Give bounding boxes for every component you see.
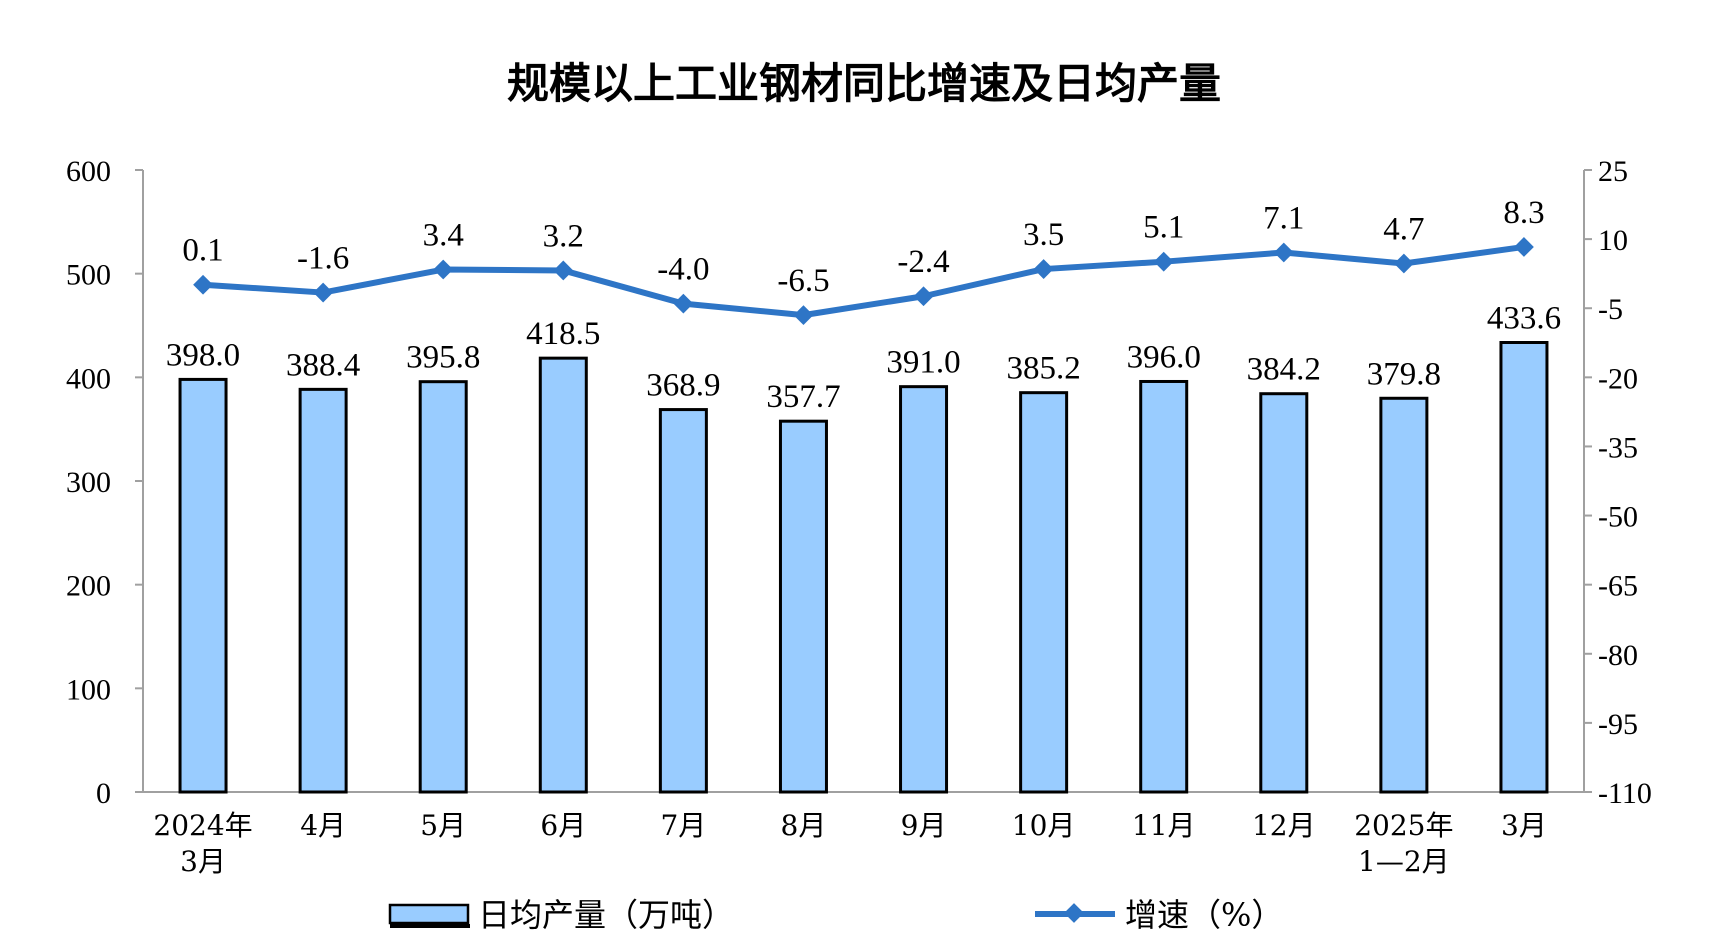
right-tick-label: -35	[1598, 431, 1638, 464]
right-tick-label: 25	[1598, 155, 1628, 188]
bar-value-label: 391.0	[886, 345, 960, 381]
legend-bar-swatch	[388, 903, 470, 925]
category-label: 1—2月	[1358, 845, 1450, 878]
line-point	[1514, 237, 1534, 257]
line-series	[193, 237, 1534, 326]
bar	[298, 387, 348, 794]
line-point	[1273, 242, 1294, 263]
category-label: 3月	[180, 845, 226, 878]
line-point	[1153, 251, 1174, 272]
left-tick-label: 0	[96, 777, 111, 810]
axes: 0 100 200 300 400 500 600 -110 -95 -80 -65 -50 -35 -2…	[66, 155, 1652, 810]
bar-value-label: 396.0	[1127, 339, 1201, 375]
bar-labels: 398.0 388.4 395.8 418.5 368.9 357.7 391.0 385.2…	[166, 301, 1561, 416]
bar	[1019, 391, 1069, 794]
line-value-label: 0.1	[182, 233, 223, 269]
category-label: 3月	[1501, 809, 1547, 842]
category-label: 11月	[1132, 809, 1196, 842]
bar	[899, 385, 949, 794]
bar-value-label: 433.6	[1487, 301, 1561, 337]
bar	[1379, 396, 1429, 794]
line-labels: 0.1 -1.6 3.4 3.2 -4.0 -6.5 -2.4 3.5 5.1 7.1 4.7 8.3	[182, 195, 1544, 299]
bar	[1499, 341, 1549, 794]
right-tick-label: -80	[1598, 639, 1638, 672]
line-value-label: -1.6	[297, 241, 349, 277]
bar	[178, 377, 228, 794]
category-label: 5月	[420, 809, 466, 842]
category-label: 9月	[901, 809, 947, 842]
left-tick-label: 600	[66, 155, 111, 188]
left-tick-label: 200	[66, 570, 111, 603]
legend: 日均产量（万吨） 增速（%）	[388, 896, 1283, 934]
bar	[418, 380, 468, 794]
bar	[778, 419, 828, 794]
line-value-label: 7.1	[1263, 200, 1304, 236]
right-tick-label: -5	[1598, 293, 1623, 326]
line-point	[673, 293, 694, 314]
left-tick-label: 100	[66, 673, 111, 706]
bar-value-label: 385.2	[1007, 351, 1081, 387]
line-value-label: 5.1	[1143, 210, 1184, 246]
category-label: 8月	[781, 809, 827, 842]
bar-value-label: 418.5	[526, 316, 600, 352]
line-point	[793, 305, 814, 326]
left-tick-label: 500	[66, 259, 111, 292]
right-tick-label: -95	[1598, 708, 1638, 741]
category-label: 10月	[1012, 809, 1076, 842]
line-value-label: -2.4	[897, 244, 949, 280]
line-point	[193, 274, 213, 295]
legend-line-marker	[1064, 903, 1084, 923]
line-value-label: 8.3	[1503, 195, 1544, 231]
category-label: 2024年	[153, 809, 252, 842]
growth-line	[202, 243, 1525, 319]
left-tick-label: 400	[66, 362, 111, 395]
bar-value-label: 357.7	[766, 379, 840, 415]
line-value-label: -4.0	[657, 252, 709, 288]
left-tick-label: 300	[66, 466, 111, 499]
line-point	[1393, 253, 1414, 274]
category-label: 4月	[300, 809, 346, 842]
bar-value-label: 395.8	[406, 340, 480, 376]
line-point	[1033, 259, 1054, 279]
bar-value-label: 388.4	[286, 347, 360, 383]
bar-value-label: 368.9	[646, 368, 720, 404]
line-value-label: 3.5	[1023, 217, 1064, 253]
right-tick-label: -20	[1598, 362, 1638, 395]
bar	[538, 356, 588, 794]
line-value-label: 4.7	[1383, 212, 1424, 248]
category-label: 6月	[540, 809, 586, 842]
right-tick-label: 10	[1598, 224, 1628, 257]
right-tick-label: -50	[1598, 501, 1638, 534]
line-point	[553, 260, 574, 281]
bar-value-label: 379.8	[1367, 356, 1441, 392]
bar	[1139, 379, 1189, 794]
bar-value-label: 384.2	[1247, 352, 1321, 388]
bar	[1259, 392, 1309, 794]
line-point	[313, 282, 334, 303]
line-point	[433, 259, 454, 280]
legend-bar-label: 日均产量（万吨）	[478, 896, 734, 934]
bar	[658, 408, 708, 794]
chart-title: 规模以上工业钢材同比增速及日均产量	[507, 59, 1221, 108]
line-value-label: -6.5	[777, 263, 829, 299]
line-point	[913, 286, 934, 307]
right-tick-label: -110	[1598, 777, 1652, 810]
legend-line-label: 增速（%）	[1125, 896, 1283, 934]
category-label: 12月	[1252, 809, 1316, 842]
line-value-label: 3.2	[543, 218, 584, 254]
category-label: 2025年	[1354, 809, 1453, 842]
bar-series	[178, 341, 1549, 794]
line-value-label: 3.4	[423, 218, 464, 254]
category-label: 7月	[660, 809, 706, 842]
right-tick-label: -65	[1598, 570, 1638, 603]
bar-value-label: 398.0	[166, 337, 240, 373]
